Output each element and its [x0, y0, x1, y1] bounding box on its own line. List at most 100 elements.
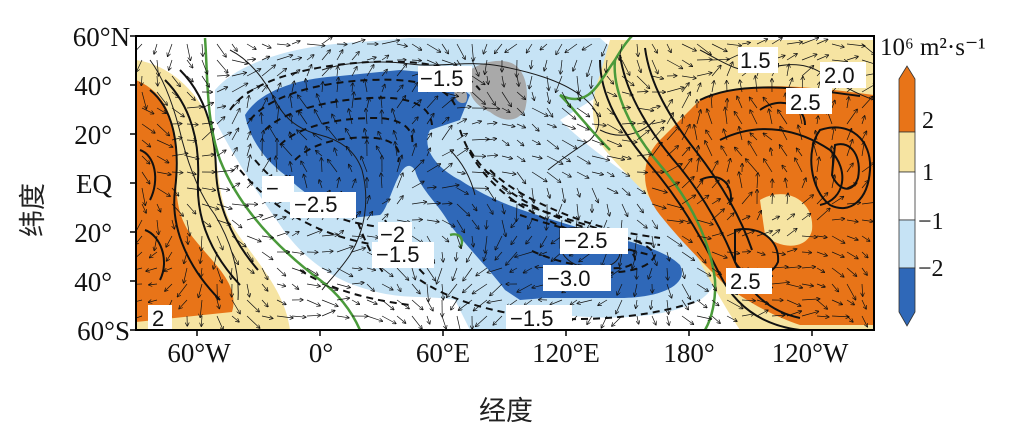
lat-tick-label: EQ — [76, 169, 112, 199]
wind-vector-arrow — [846, 129, 852, 141]
colorbar-unit-label: 10⁶ m²·s⁻¹ — [880, 34, 986, 61]
wind-vector-arrow — [394, 131, 398, 141]
wind-vector-arrow — [411, 283, 420, 294]
wind-vector-arrow — [291, 114, 292, 125]
contour-label: 1.5 — [740, 48, 771, 73]
wind-vector-arrow — [186, 172, 196, 174]
wind-vector-arrow — [815, 131, 817, 141]
wind-vector-arrow — [201, 219, 211, 227]
wind-vector-arrow — [441, 185, 459, 189]
wind-vector-arrow — [352, 83, 353, 93]
wind-vector-arrow — [782, 165, 788, 173]
wind-vector-arrow — [216, 203, 232, 209]
wind-vector-arrow — [711, 251, 727, 258]
wind-vector-arrow — [471, 75, 485, 84]
wind-vector-arrow — [561, 155, 570, 162]
wind-vector-arrow — [276, 299, 286, 304]
wind-vector-arrow — [246, 251, 253, 261]
wind-vector-arrow — [576, 107, 590, 117]
wind-vector-arrow — [231, 219, 242, 228]
wind-vector-arrow — [276, 44, 290, 45]
wind-vector-arrow — [276, 316, 293, 318]
wind-vector-arrow — [546, 219, 547, 230]
wind-vector-arrow — [711, 209, 724, 221]
wind-vector-arrow — [813, 142, 818, 157]
wind-vector-arrow — [846, 315, 853, 322]
wind-vector-arrow — [483, 43, 488, 54]
wind-vector-arrow — [427, 283, 429, 301]
wind-vector-arrow — [247, 96, 249, 109]
wind-vector-arrow — [351, 40, 365, 45]
wind-vector-arrow — [531, 156, 542, 158]
wind-vector-arrow — [816, 55, 828, 61]
wind-vector-arrow — [246, 299, 259, 312]
wind-vector-arrow — [531, 123, 539, 131]
wind-vector-arrow — [200, 251, 202, 263]
wind-vector-arrow — [411, 267, 415, 280]
wind-vector-arrow — [456, 172, 465, 174]
wind-vector-arrow — [801, 252, 811, 253]
wind-vector-arrow — [516, 139, 524, 146]
colorbar: 10⁶ m²·s⁻¹ 2 1 −1 −2 — [880, 34, 986, 327]
wind-vector-arrow — [746, 159, 758, 173]
wind-vector-arrow — [317, 94, 323, 109]
wind-vector-arrow — [216, 75, 229, 76]
wind-vector-arrow — [637, 315, 639, 324]
wind-vector-arrow — [306, 65, 312, 77]
contour-labels: −1.5 1.5 2.0 2.5 − −2.5 −2 −1.5 −2.5 − — [148, 47, 866, 331]
wind-vector-arrow — [381, 199, 390, 205]
wind-vector-arrow — [666, 59, 683, 69]
wind-vector-arrow — [154, 235, 158, 250]
wind-vector-arrow — [666, 283, 672, 298]
wind-vector-arrow — [451, 299, 458, 310]
wind-vector-arrow — [201, 129, 214, 141]
wind-vector-arrow — [846, 183, 857, 189]
wind-vector-arrow — [756, 252, 765, 255]
wind-vector-arrow — [816, 208, 830, 221]
wind-vector-arrow — [186, 43, 190, 60]
wind-vector-arrow — [831, 197, 844, 205]
wind-vector-arrow — [334, 148, 337, 157]
tick-marks — [130, 35, 813, 336]
wind-vector-arrow — [726, 315, 737, 321]
wind-vector-arrow — [817, 157, 819, 173]
wind-vector-arrow — [632, 251, 638, 269]
wind-vector-arrow — [740, 80, 742, 93]
wind-vector-arrow — [705, 141, 713, 157]
wind-vector-arrow — [571, 299, 578, 305]
wind-vector-arrow — [463, 283, 473, 293]
wind-vector-arrow — [817, 116, 818, 125]
contour-label: −1.5 — [510, 306, 553, 331]
wind-vector-arrow — [587, 315, 593, 324]
wind-vector-arrow — [681, 83, 689, 93]
wind-vector-arrow — [351, 248, 365, 253]
wind-vector-arrow — [246, 132, 250, 141]
wind-vector-arrow — [336, 99, 337, 109]
wind-vector-arrow — [516, 91, 525, 99]
wind-vector-arrow — [276, 69, 286, 77]
wind-vector-arrow — [186, 59, 193, 68]
wind-vector-arrow — [216, 150, 226, 157]
wind-vector-arrow — [652, 235, 654, 248]
wind-vector-arrow — [801, 38, 818, 45]
wind-vector-arrow — [801, 54, 817, 61]
wind-vector-arrow — [831, 60, 847, 62]
wind-vector-arrow — [141, 123, 155, 133]
wind-vector-arrow — [486, 139, 496, 140]
wind-vector-arrow — [213, 251, 218, 269]
wind-vector-arrow — [666, 164, 682, 173]
wind-vector-arrow — [471, 121, 481, 125]
wind-vector-arrow — [486, 219, 487, 229]
wind-vector-arrow — [290, 162, 292, 173]
wind-vector-arrow — [681, 299, 688, 310]
wind-vector-arrow — [780, 145, 788, 157]
wind-vector-arrow — [696, 283, 708, 291]
wind-vector-arrow — [396, 64, 407, 77]
wind-vector-arrow — [786, 267, 801, 268]
wind-vector-arrow — [750, 133, 758, 141]
wind-vector-arrow — [861, 131, 867, 141]
wind-vector-arrow — [771, 315, 785, 316]
wind-vector-arrow — [556, 75, 563, 92]
wind-vector-arrow — [261, 85, 267, 93]
wind-vector-arrow — [524, 299, 533, 306]
